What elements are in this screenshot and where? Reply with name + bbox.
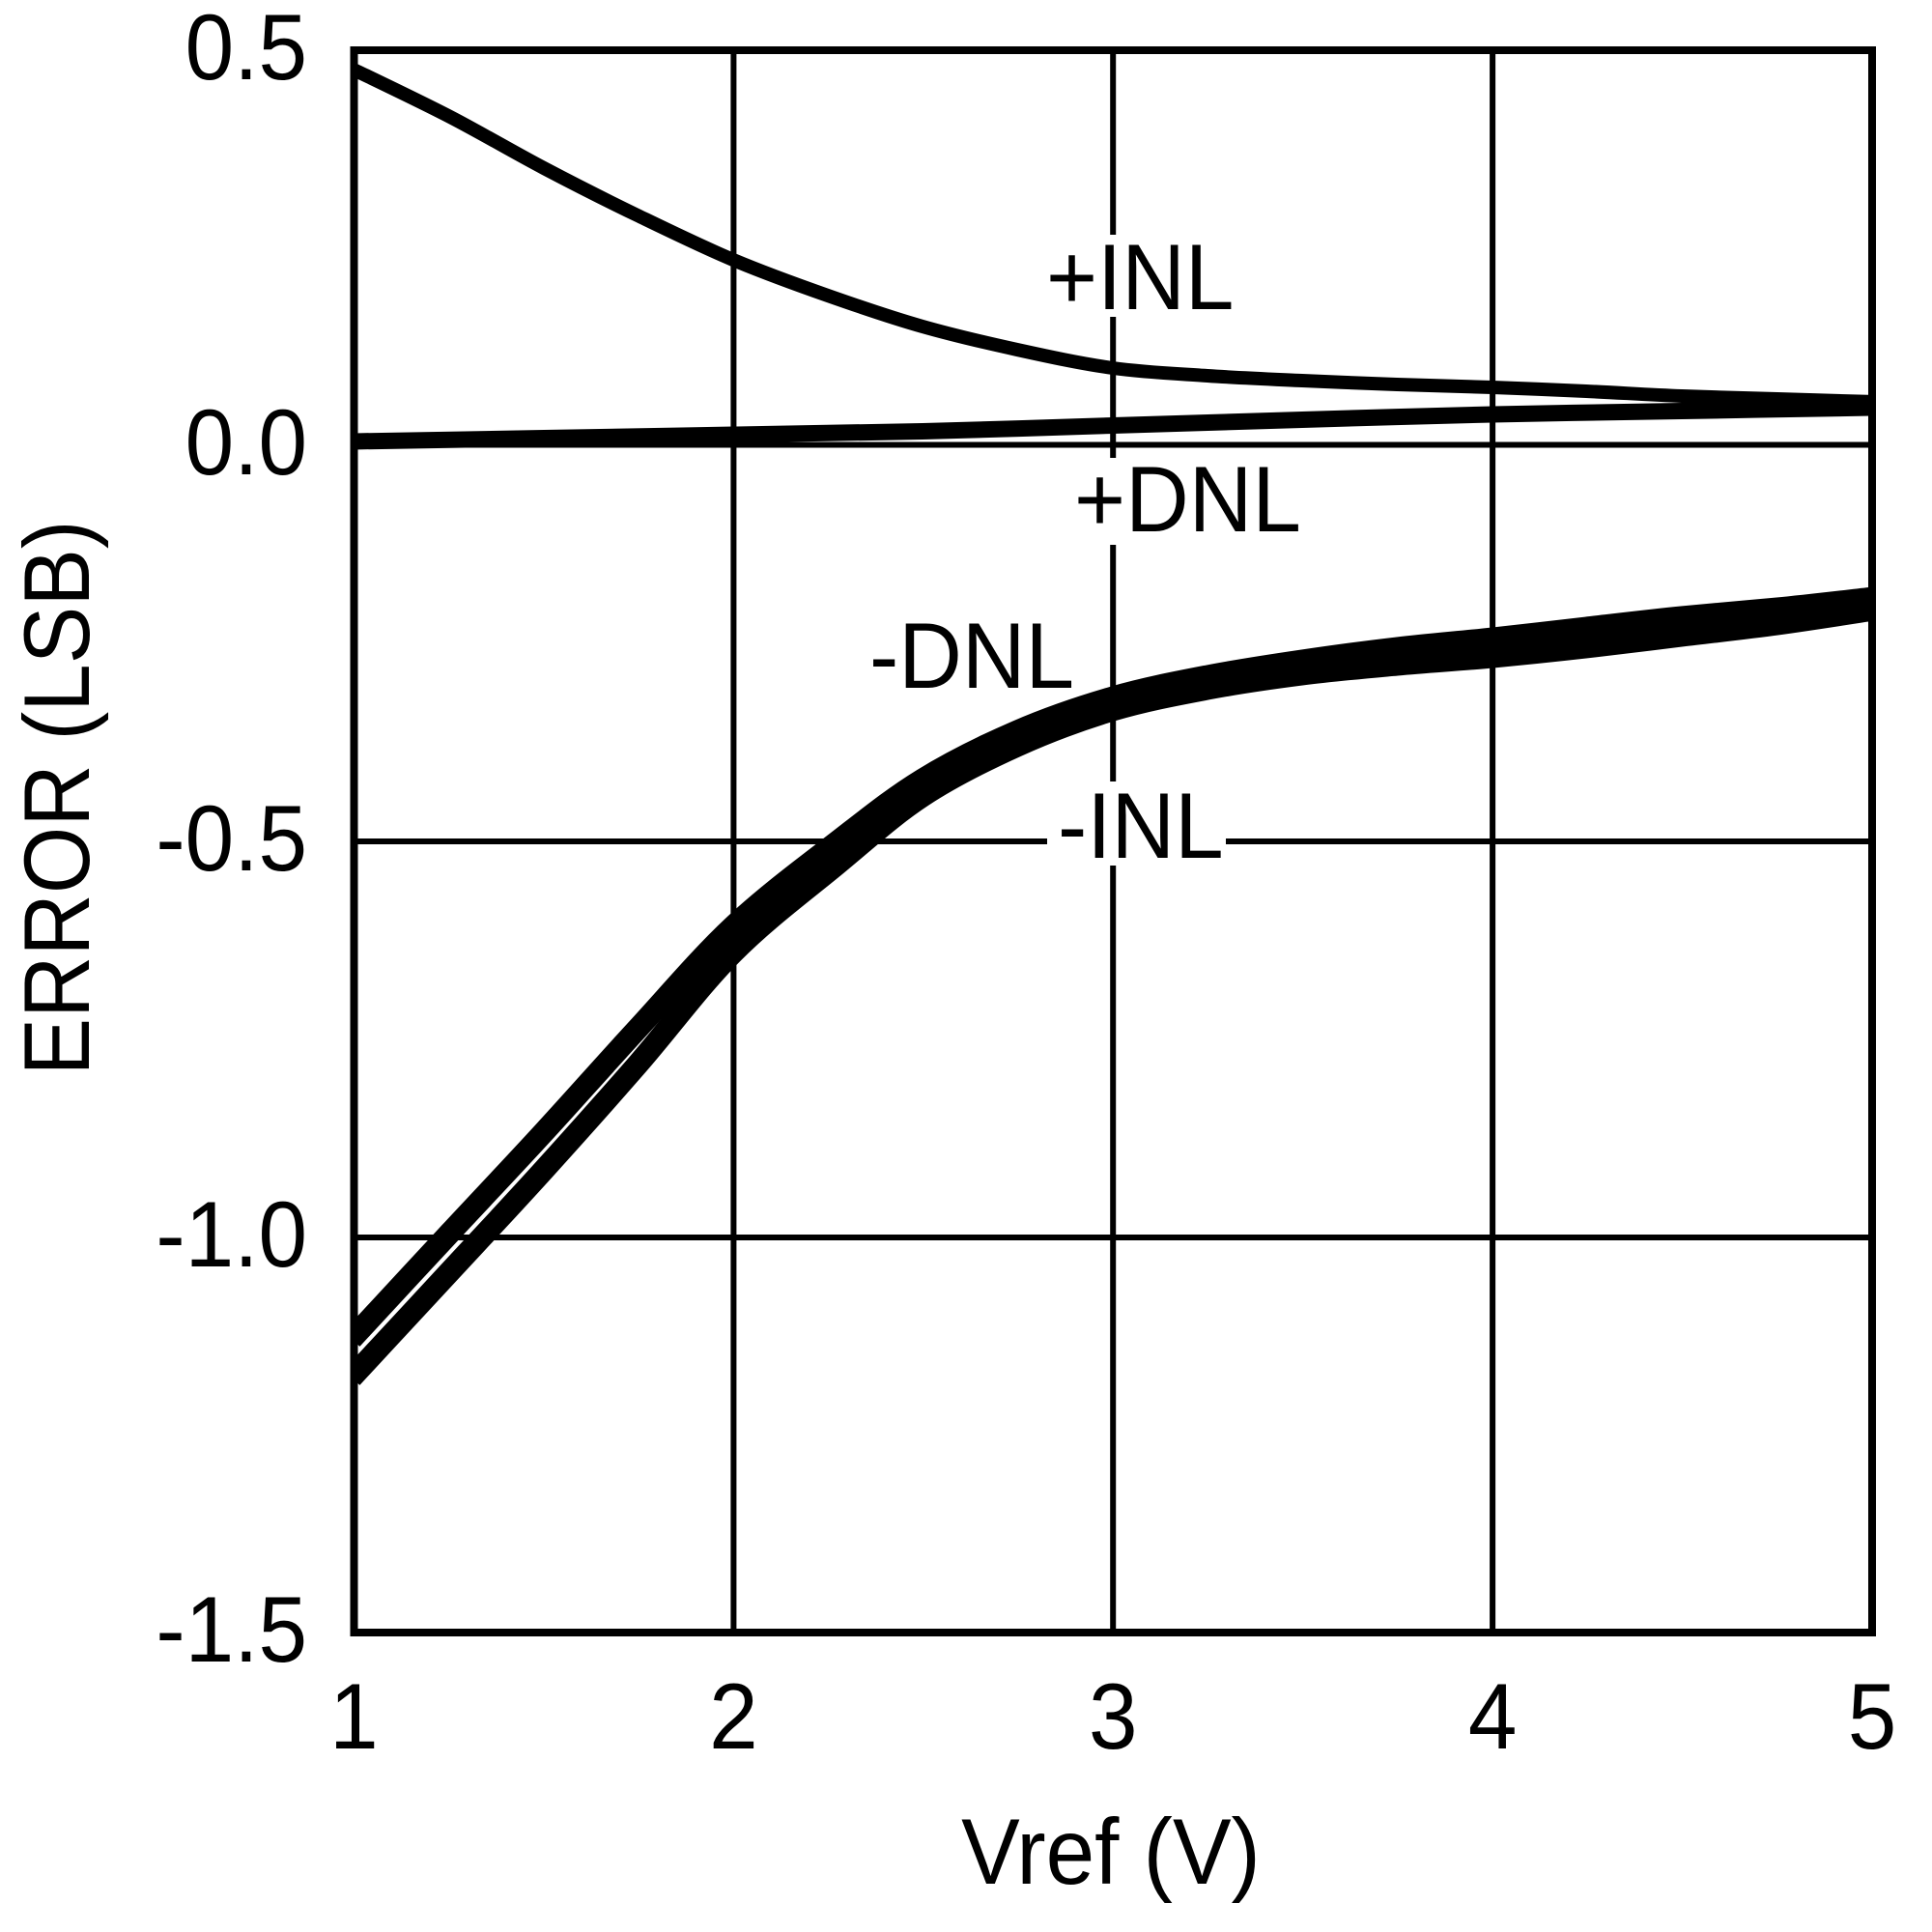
- svg-text:Vref (V): Vref (V): [961, 1799, 1261, 1903]
- svg-text:2: 2: [709, 1663, 758, 1768]
- svg-text:-DNL: -DNL: [869, 603, 1074, 707]
- svg-text:-0.5: -0.5: [156, 785, 307, 890]
- svg-text:-1.5: -1.5: [156, 1577, 307, 1681]
- svg-text:-1.0: -1.0: [156, 1181, 307, 1286]
- svg-text:1: 1: [329, 1663, 379, 1768]
- svg-text:ERROR (LSB): ERROR (LSB): [5, 520, 109, 1075]
- svg-text:5: 5: [1848, 1663, 1897, 1768]
- svg-text:0.0: 0.0: [185, 389, 307, 494]
- svg-text:-INL: -INL: [1058, 773, 1224, 877]
- svg-text:+DNL: +DNL: [1074, 446, 1301, 551]
- svg-text:+INL: +INL: [1046, 224, 1234, 328]
- svg-text:3: 3: [1089, 1663, 1138, 1768]
- svg-text:4: 4: [1468, 1663, 1518, 1768]
- svg-text:0.5: 0.5: [185, 0, 307, 99]
